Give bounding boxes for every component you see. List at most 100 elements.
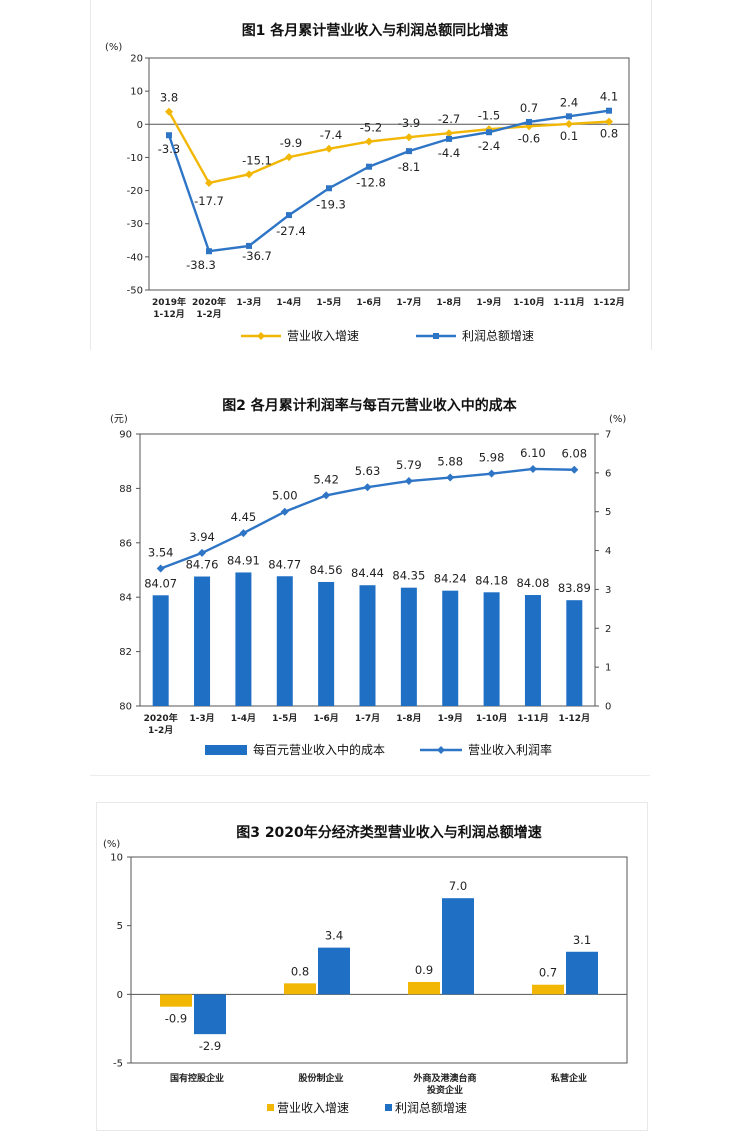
y-tick-label-left: 90 [119, 430, 132, 441]
data-label: -19.3 [316, 197, 346, 211]
data-point-profit [326, 185, 332, 192]
line-data-label: 4.45 [231, 510, 257, 524]
bar-data-label: 3.1 [573, 933, 591, 947]
y-tick-label-right: 6 [605, 468, 611, 479]
x-tick-label: 2020年 [192, 296, 226, 308]
y-tick-label-right: 7 [605, 430, 611, 441]
bar-data-label: 84.44 [351, 566, 384, 580]
data-label: -4.4 [438, 146, 460, 160]
bar-data-label: 84.91 [227, 553, 260, 567]
x-tick-label: 1-12月 [593, 297, 625, 308]
x-tick-label: 1-12月 [559, 713, 591, 724]
data-label: 0.8 [600, 127, 618, 141]
bar-profit [566, 951, 598, 995]
bar-cost [235, 572, 252, 706]
data-label: 2.4 [560, 95, 578, 109]
x-tick-label: 1-12月 [153, 309, 185, 320]
data-label: -8.1 [398, 160, 420, 174]
legend-label: 营业收入增速 [277, 1101, 349, 1115]
y-tick-label-right: 2 [605, 624, 611, 635]
data-label: -2.7 [438, 112, 460, 126]
bar-data-label: 84.07 [144, 576, 177, 590]
line-data-label: 5.42 [313, 472, 339, 486]
data-label: -3.3 [158, 142, 180, 156]
legend-swatch-cost [205, 745, 247, 755]
x-tick-label: 1-9月 [438, 713, 463, 724]
bar-profit [442, 898, 474, 995]
data-point-profit [606, 107, 612, 114]
legend-label: 利润总额增速 [462, 329, 534, 343]
x-tick-label: 1-8月 [396, 713, 421, 724]
data-label: 3.8 [160, 91, 178, 105]
y-tick-label-left: 88 [119, 484, 132, 495]
legend-label: 营业收入利润率 [468, 742, 552, 757]
chart-title: 图3 2020年分经济类型营业收入与利润总额增速 [236, 824, 542, 841]
data-label: -15.1 [242, 153, 272, 167]
bar-profit [318, 947, 350, 995]
legend-marker [433, 333, 439, 339]
bar-data-label: 84.24 [434, 572, 467, 586]
bar-revenue [160, 994, 192, 1007]
y-axis-unit: (%) [105, 42, 122, 53]
series-line-2 [167, 109, 610, 253]
bar-cost [318, 581, 335, 706]
data-label: -3.9 [398, 116, 420, 130]
bar-cost [276, 576, 293, 706]
x-tick-label: 1-7月 [355, 713, 380, 724]
line-data-label: 5.63 [355, 464, 381, 478]
chart-title: 图2 各月累计利润率与每百元营业收入中的成本 [222, 397, 518, 414]
bar-cost [152, 595, 169, 706]
legend-label: 每百元营业收入中的成本 [253, 742, 385, 757]
bar-revenue [408, 981, 440, 995]
data-point-revenue [445, 129, 453, 138]
y-tick-label: 0 [137, 120, 143, 131]
x-tick-label: 1-10月 [513, 297, 545, 308]
y-tick-label: 0 [117, 990, 123, 1001]
data-point-profit [166, 132, 172, 139]
data-point-profit [366, 163, 372, 170]
data-label: -2.4 [478, 139, 500, 153]
legend-marker [257, 332, 265, 340]
legend-swatch-profit [385, 1104, 392, 1111]
y-tick-label-left: 82 [119, 647, 132, 658]
line-data-label: 6.08 [562, 447, 588, 461]
bar-data-label: 84.08 [516, 576, 549, 590]
bar-data-label: -2.9 [199, 1039, 221, 1053]
x-tick-label: 1-4月 [231, 713, 256, 724]
y-tick-label: 10 [110, 853, 123, 864]
bar-data-label: 84.56 [310, 563, 343, 577]
x-tick-label: 1-9月 [476, 297, 501, 308]
legend-label: 利润总额增速 [395, 1101, 467, 1115]
data-point-profit [206, 248, 212, 255]
y-tick-label-left: 84 [119, 593, 132, 604]
y-tick-label: -30 [127, 219, 143, 230]
bar-revenue [284, 983, 316, 995]
data-point-profit [566, 113, 572, 120]
y-tick-label-left: 80 [119, 702, 132, 713]
data-point-profit [486, 129, 492, 136]
chart-panel-3: 图3 2020年分经济类型营业收入与利润总额增速 (%) 10 5 0 -5 国有控股企业 股… [96, 802, 648, 1131]
data-point-revenue [605, 117, 613, 126]
y-tick-label: -5 [113, 1059, 123, 1070]
data-point-margin [487, 469, 496, 478]
bar-data-label: 3.4 [325, 929, 343, 943]
y-tick-label: 10 [130, 87, 143, 98]
plot-frame [148, 57, 630, 291]
line-data-label: 5.00 [272, 489, 298, 503]
y-tick-label-left: 86 [119, 538, 132, 549]
data-point-revenue [365, 137, 373, 146]
x-tick-label: 1-6月 [356, 297, 381, 308]
bar-line-chart-cost-margin: 图2 各月累计利润率与每百元营业收入中的成本 (元) (%) 90 88 86 84 82 80… [110, 397, 626, 757]
y-tick-label-right: 3 [605, 585, 611, 596]
plot-frame [130, 856, 628, 1064]
chart-panel-2: 图2 各月累计利润率与每百元营业收入中的成本 (元) (%) 90 88 86 84 82 80… [90, 390, 650, 776]
data-label: -5.2 [360, 121, 382, 135]
bar-data-label: 7.0 [449, 879, 467, 893]
y-tick-label-right: 4 [605, 546, 611, 557]
x-tick-label: 1-11月 [517, 713, 549, 724]
x-tick-label: 1-6月 [314, 713, 339, 724]
data-label: 0.7 [520, 101, 538, 115]
bar-revenue [532, 984, 564, 995]
line-chart-growth: 图1 各月累计营业收入与利润总额同比增速 (%) 20 10 0 -10 -20 -30 -40… [105, 22, 630, 343]
data-point-profit [526, 118, 532, 125]
